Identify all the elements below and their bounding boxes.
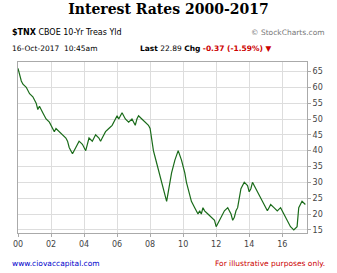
svg-text:02: 02 [46, 240, 56, 249]
svg-text:16-Oct-2017 10:45am: 16-Oct-2017 10:45am [12, 44, 98, 53]
svg-text:15: 15 [313, 226, 323, 235]
svg-text:© StockCharts.com: © StockCharts.com [251, 28, 325, 37]
svg-text:35: 35 [313, 162, 323, 171]
svg-text:60: 60 [313, 83, 323, 92]
svg-text:50: 50 [313, 115, 323, 124]
svg-text:08: 08 [145, 240, 155, 249]
svg-text:25: 25 [313, 194, 323, 203]
svg-text:00: 00 [13, 240, 23, 249]
svg-text:For illustrative purposes only: For illustrative purposes only. [215, 259, 325, 268]
svg-text:Last 22.89 Chg -0.37 (-1.59%): Last 22.89 Chg -0.37 (-1.59%) ▼ [140, 44, 271, 53]
svg-text:20: 20 [313, 210, 323, 219]
svg-text:65: 65 [313, 67, 323, 76]
svg-text:10: 10 [178, 240, 188, 249]
svg-text:40: 40 [313, 146, 323, 155]
svg-text:12: 12 [211, 240, 221, 249]
svg-text:04: 04 [79, 240, 89, 249]
svg-text:16: 16 [277, 240, 287, 249]
svg-text:$TNX CBOE 10-Yr Treas Yld: $TNX CBOE 10-Yr Treas Yld [12, 28, 122, 37]
svg-text:14: 14 [244, 240, 254, 249]
svg-text:30: 30 [313, 178, 323, 187]
svg-text:Interest Rates 2000-2017: Interest Rates 2000-2017 [68, 1, 269, 17]
svg-text:55: 55 [313, 99, 323, 108]
svg-text:45: 45 [313, 131, 323, 140]
svg-text:www.ciovaccapital.com: www.ciovaccapital.com [12, 259, 100, 268]
svg-text:06: 06 [112, 240, 122, 249]
